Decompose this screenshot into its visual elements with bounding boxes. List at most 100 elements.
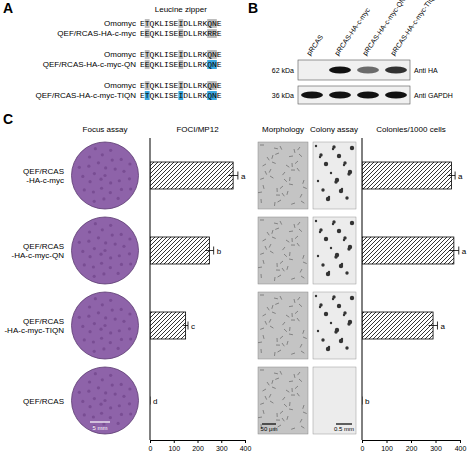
morphology-texture — [263, 389, 266, 391]
morphology-texture — [303, 255, 304, 259]
colony-texture — [317, 180, 319, 182]
colony-texture — [347, 322, 350, 325]
morphology-texture — [287, 191, 288, 195]
focus-texture — [93, 397, 96, 400]
morphology-texture — [299, 304, 302, 307]
panel-a: ALeucine zipperOmomycETQKLISEIDLLRKQNEQE… — [3, 0, 222, 100]
panel-label: B — [248, 0, 258, 16]
morphology-texture — [298, 372, 300, 375]
focus-texture — [88, 155, 91, 158]
category-label: QEF/RCAS — [23, 397, 64, 406]
focus-texture — [120, 383, 123, 386]
colony-texture — [319, 306, 321, 308]
colony-texture — [315, 220, 317, 222]
colony-texture — [315, 295, 317, 297]
focus-texture — [99, 403, 102, 406]
morphology-texture — [301, 426, 304, 428]
colony-texture — [334, 330, 337, 333]
colony-texture — [317, 330, 319, 332]
focus-texture — [109, 191, 112, 194]
focus-texture — [101, 153, 104, 156]
morphology-texture — [280, 411, 283, 414]
focus-texture — [81, 400, 84, 403]
x-tick-label: 100 — [168, 445, 180, 452]
chart-title: Colonies/1000 cells — [376, 125, 445, 134]
colony-texture — [315, 145, 317, 147]
category-label-line: -HA-c-myc — [26, 176, 64, 185]
morphology-texture — [300, 419, 302, 423]
morphology-texture — [294, 374, 296, 378]
focus-texture — [83, 413, 86, 416]
focus-texture — [87, 165, 90, 168]
focus-texture — [129, 187, 132, 190]
size-label: 36 kDa — [272, 92, 294, 99]
blot-band — [301, 92, 323, 99]
morphology-texture — [300, 344, 302, 348]
focus-texture — [83, 188, 86, 191]
morphology-texture — [270, 401, 273, 403]
morphology-texture — [278, 200, 281, 202]
morphology-texture — [258, 192, 262, 194]
morphology-texture — [263, 410, 264, 414]
x-tick: 0 — [361, 440, 365, 452]
focus-texture — [122, 395, 125, 398]
morphology-texture — [303, 330, 304, 334]
morphology-texture — [287, 266, 288, 270]
morphology-texture — [291, 170, 295, 171]
x-tick-mark — [436, 440, 437, 443]
focus-texture — [104, 391, 107, 394]
morphology-texture — [292, 313, 293, 317]
focus-texture — [120, 338, 123, 341]
sequence-name: Omomyc — [104, 19, 136, 28]
blot-band — [357, 67, 379, 74]
focus-texture — [102, 197, 105, 200]
focus-texture — [94, 222, 97, 225]
focus-texture — [128, 177, 131, 180]
category-label: QEF/RCAS-HA-c-myc-QN — [12, 242, 65, 260]
morphology-texture — [263, 314, 266, 316]
morphology-texture — [260, 403, 264, 404]
morphology-texture — [265, 171, 267, 175]
focus-texture — [109, 299, 112, 302]
morphology-texture — [291, 395, 295, 396]
bar — [362, 237, 454, 264]
morphology-texture — [272, 312, 276, 313]
focus-texture — [103, 174, 106, 177]
significance-letter: b — [365, 397, 370, 406]
morphology-texture — [289, 231, 293, 233]
scale-bar — [90, 421, 110, 422]
morphology-texture — [261, 199, 262, 203]
scale-bar — [336, 423, 352, 424]
focus-texture — [78, 241, 81, 244]
morphology-texture — [274, 148, 278, 150]
x-axis: 0100200300400 — [361, 440, 467, 452]
focus-texture — [99, 253, 102, 256]
morphology-texture — [289, 334, 293, 336]
x-tick-label: 300 — [430, 445, 442, 452]
focus-texture — [87, 390, 90, 393]
x-tick-label: 300 — [216, 445, 228, 452]
focus-texture — [129, 337, 132, 340]
focus-texture — [101, 228, 104, 231]
focus-texture — [100, 337, 103, 340]
morphology-texture — [263, 335, 264, 339]
morphology-texture — [294, 149, 296, 153]
morphology-texture — [303, 337, 307, 339]
morphology-texture — [284, 404, 287, 407]
focus-texture — [114, 242, 117, 245]
focus-texture — [128, 327, 131, 330]
x-tick-label: 0 — [149, 445, 153, 452]
morphology-texture — [280, 371, 282, 375]
focus-texture — [128, 312, 131, 315]
focus-texture — [109, 341, 112, 344]
morphology-texture — [278, 350, 281, 352]
focus-texture — [88, 380, 91, 383]
morphology-texture — [258, 267, 262, 269]
error-cap — [458, 247, 459, 255]
morphology-texture — [260, 220, 264, 221]
chart-title: FOCI/MP12 — [176, 125, 219, 134]
colony-texture — [337, 229, 341, 233]
category-axis: QEF/RCAS-HA-c-mycQEF/RCAS-HA-c-myc-QNQEF… — [4, 167, 66, 406]
focus-texture — [88, 330, 91, 333]
focus-texture — [114, 392, 117, 395]
